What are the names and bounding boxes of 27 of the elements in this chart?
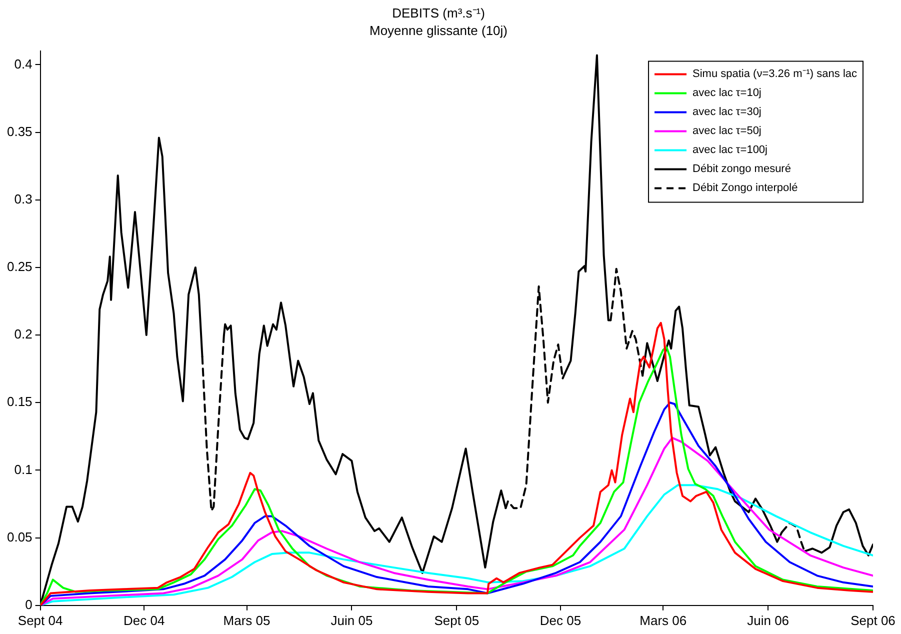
y-tick-label: 0.15 bbox=[6, 394, 32, 410]
chart-title: DEBITS (m³.s⁻¹) bbox=[392, 5, 485, 20]
x-tick-label: Dec 05 bbox=[540, 612, 582, 628]
legend-label: Débit Zongo interpolé bbox=[692, 182, 798, 194]
x-tick-label: Mars 05 bbox=[223, 612, 270, 628]
y-tick-label: 0.25 bbox=[6, 259, 32, 274]
x-tick-label: Juin 05 bbox=[330, 612, 373, 628]
x-tick-label: Sept 06 bbox=[850, 612, 896, 628]
y-tick-label: 0 bbox=[25, 596, 32, 612]
y-tick-label: 0.3 bbox=[14, 191, 32, 206]
x-tick-label: Mars 06 bbox=[640, 612, 687, 628]
x-tick-label: Sept 05 bbox=[434, 612, 480, 628]
legend-label: avec lac τ=10j bbox=[692, 87, 762, 100]
y-tick-label: 0.2 bbox=[14, 326, 32, 342]
x-tick-label: Juin 06 bbox=[747, 612, 790, 628]
legend-label: avec lac τ=50j bbox=[692, 125, 762, 138]
legend-label: avec lac τ=100j bbox=[692, 144, 768, 156]
legend-label: Débit zongo mesuré bbox=[692, 163, 791, 176]
legend-label: avec lac τ=30j bbox=[692, 106, 762, 118]
chart-subtitle: Moyenne glissante (10j) bbox=[369, 22, 508, 38]
y-tick-label: 0.05 bbox=[6, 529, 32, 544]
y-tick-label: 0.4 bbox=[14, 56, 32, 72]
legend-label: Simu spatia (ν=3.26 m⁻¹) sans lac bbox=[692, 68, 858, 80]
y-tick-label: 0.35 bbox=[6, 124, 32, 139]
x-tick-label: Dec 04 bbox=[124, 612, 165, 628]
y-tick-label: 0.1 bbox=[14, 462, 32, 477]
x-tick-label: Sept 04 bbox=[18, 612, 63, 628]
